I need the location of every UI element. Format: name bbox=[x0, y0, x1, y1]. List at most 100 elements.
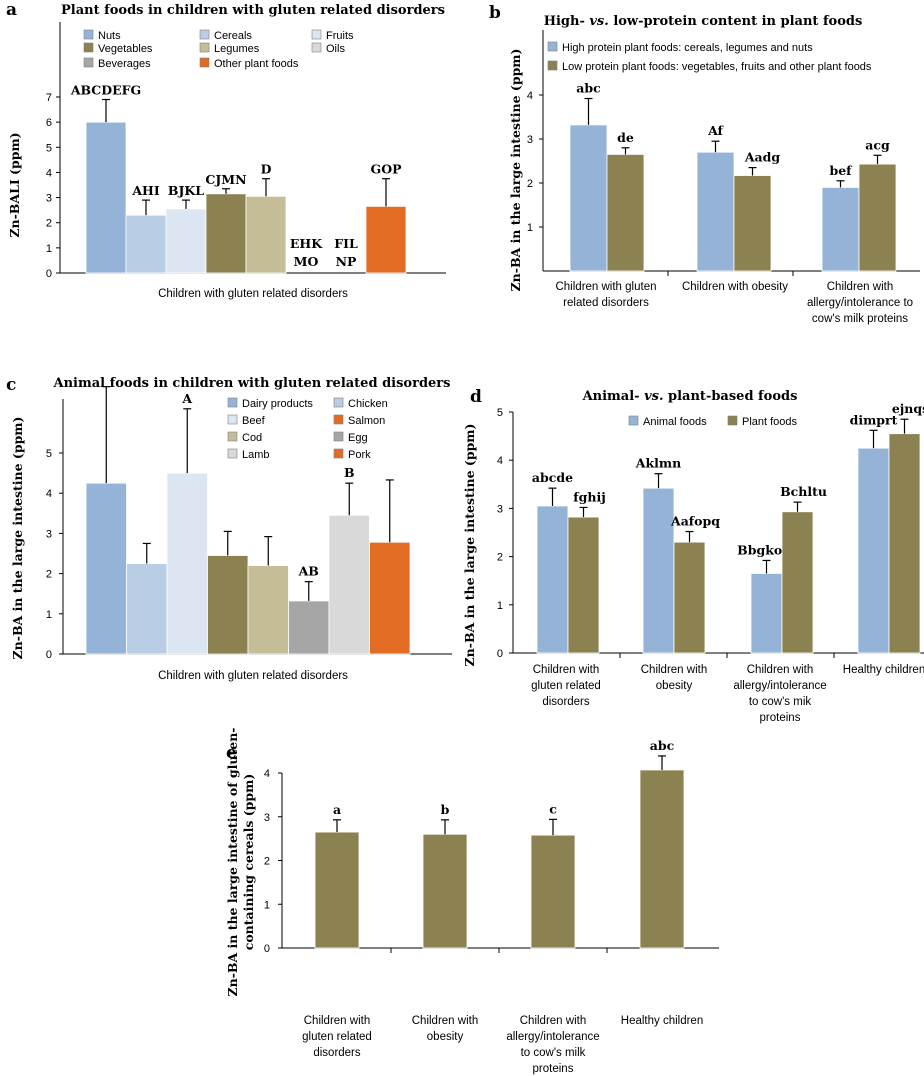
panel-d-y-label: Zn-BA in the large intestine (ppm) bbox=[462, 424, 477, 667]
panel-d-category-label: Children with bbox=[641, 664, 707, 676]
panel-e-category-label: to cow's milk bbox=[521, 1047, 586, 1059]
panel-c-chart: Animal foods in children with gluten rel… bbox=[10, 376, 452, 682]
panel-c-bar-cod bbox=[207, 555, 249, 655]
panel-a-y-tick-label: 5 bbox=[46, 142, 52, 154]
panel-c-legend-swatch bbox=[227, 397, 238, 408]
panel-e-significance-label: abc bbox=[650, 738, 675, 753]
panel-c-bar-pork bbox=[369, 541, 411, 655]
panel-c-y-tick-label: 0 bbox=[46, 649, 52, 661]
panel-e-y-tick-label: 2 bbox=[264, 856, 270, 868]
panel-c-legend-label: Salmon bbox=[348, 415, 385, 427]
panel-c-bar-dairy-products bbox=[85, 482, 127, 655]
panel-e-y-tick-label: 0 bbox=[264, 943, 270, 955]
panel-e-category-label: Children with bbox=[412, 1015, 478, 1027]
panel-a-y-tick-label: 3 bbox=[46, 193, 52, 205]
panel-d-y-tick-label: 1 bbox=[497, 600, 503, 612]
panel-a-y-tick-label: 1 bbox=[46, 243, 52, 255]
panel-c-bar-lamb bbox=[328, 514, 370, 655]
panel-c-legend-swatch bbox=[333, 397, 344, 408]
panel-a-y-tick-label: 6 bbox=[46, 117, 52, 129]
panel-a-significance-label: D bbox=[261, 162, 272, 177]
panel-a-title: Plant foods in children with gluten rela… bbox=[61, 3, 445, 18]
panel-a-legend-label: Nuts bbox=[98, 30, 121, 42]
panel-a-significance-label: BJKL bbox=[168, 183, 204, 198]
panel-a-legend-label: Oils bbox=[326, 43, 345, 55]
panel-c-y-label: Zn-BA in the large intestine (ppm) bbox=[10, 417, 25, 660]
panel-b-category-label: Children with obesity bbox=[682, 281, 788, 293]
panel-c-y-tick-label: 1 bbox=[46, 609, 52, 621]
panel-e-bar bbox=[314, 831, 360, 949]
panel-e-category-label: Healthy children bbox=[621, 1015, 703, 1027]
panel-b-chart: High- vs. low-protein content in plant f… bbox=[508, 14, 920, 325]
panel-a-legend-label: Beverages bbox=[98, 58, 151, 70]
panel-c-legend-swatch bbox=[333, 431, 344, 442]
panel-c-bar-chicken bbox=[126, 563, 168, 655]
panel-a-significance-label: CJMN bbox=[205, 172, 246, 187]
panel-b-y-label: Zn-BA in the large intestine (ppm) bbox=[508, 49, 523, 292]
panel-b-bar-low-protein bbox=[733, 175, 772, 272]
panel-a-legend-label: Other plant foods bbox=[214, 58, 299, 70]
panel-d-bar-animal-foods bbox=[857, 447, 890, 654]
panel-b-bar-low-protein bbox=[606, 153, 645, 272]
panel-e-y-tick-label: 1 bbox=[264, 899, 270, 911]
panel-d-category-label: Healthy children bbox=[843, 664, 924, 676]
panel-e-bar bbox=[422, 833, 468, 949]
panel-a-legend-swatch bbox=[199, 57, 210, 68]
panel-d-category-label: obesity bbox=[656, 680, 693, 692]
panel-d-significance-label: dimprt bbox=[850, 412, 898, 427]
panel-e-significance-label: b bbox=[441, 802, 450, 817]
panel-e-category-label: Children with bbox=[520, 1015, 586, 1027]
panel-a-significance-label: FIL bbox=[334, 236, 358, 251]
panel-e-significance-label: a bbox=[333, 802, 341, 817]
panel-c-y-tick-label: 4 bbox=[46, 488, 52, 500]
panel-a-significance-label: NP bbox=[336, 254, 357, 269]
panel-d-bar-animal-foods bbox=[750, 573, 783, 654]
panel-d-title: Animal- vs. plant-based foods bbox=[582, 389, 798, 404]
panel-c-significance-label: B bbox=[344, 465, 355, 480]
panel-a-significance-label: EHK bbox=[290, 236, 323, 251]
panel-d-bar-animal-foods bbox=[536, 505, 569, 654]
panel-c-legend-swatch bbox=[227, 448, 238, 459]
panel-b-y-tick-label: 3 bbox=[527, 134, 533, 146]
panel-e-chart: 0 1 2 3 4 Zn-BA in the large intestine of glu… bbox=[225, 727, 719, 1075]
panel-e-category-label: allergy/intolerance bbox=[506, 1031, 599, 1043]
panel-b-significance-label: bef bbox=[829, 163, 853, 178]
panel-b-significance-label: acg bbox=[865, 137, 890, 152]
panel-e-category-label: obesity bbox=[427, 1031, 464, 1043]
panel-d-bar-plant-foods bbox=[781, 511, 814, 654]
panel-a-significance-label: GOP bbox=[371, 162, 403, 177]
panel-d-bar-animal-foods bbox=[642, 487, 675, 654]
panel-d-category-label: disorders bbox=[542, 696, 590, 708]
panel-c-legend-label: Lamb bbox=[242, 449, 270, 461]
panel-d-y-tick-label: 5 bbox=[497, 407, 503, 419]
panel-d-category-label: Children with bbox=[747, 664, 813, 676]
panel-c-x-label: Children with gluten related disorders bbox=[158, 670, 348, 682]
panel-letter-b: b bbox=[489, 3, 501, 23]
panel-d-y-tick-label: 2 bbox=[497, 552, 503, 564]
panel-a-bar-legumes bbox=[245, 195, 287, 274]
panel-c-bar-egg bbox=[288, 600, 330, 655]
panel-letter-c: c bbox=[6, 375, 16, 395]
panel-b-category-label: Children with gluten bbox=[555, 281, 656, 293]
panel-c-legend-label: Cod bbox=[242, 432, 262, 444]
panel-a-legend-swatch bbox=[311, 29, 322, 40]
panel-b-legend-swatch bbox=[547, 41, 558, 52]
panel-c-y-tick-label: 2 bbox=[46, 569, 52, 581]
panel-d-y-tick-label: 3 bbox=[497, 503, 503, 515]
panel-letter-d: d bbox=[470, 387, 482, 407]
panel-c-significance-label: AB bbox=[298, 564, 319, 579]
panel-a-y-tick-label: 2 bbox=[46, 218, 52, 230]
panel-c-legend-label: Dairy products bbox=[242, 398, 313, 410]
panel-e-category-label: proteins bbox=[533, 1063, 574, 1075]
panel-c-y-tick-label: 5 bbox=[46, 448, 52, 460]
panel-e-category-label: gluten related bbox=[302, 1031, 372, 1043]
panel-a-legend-label: Legumes bbox=[214, 43, 260, 55]
panel-c-legend-label: Beef bbox=[242, 415, 266, 427]
panel-b-legend-label: High protein plant foods: cereals, legum… bbox=[562, 42, 813, 54]
panel-b-legend-swatch bbox=[547, 60, 558, 71]
panel-d-category-label: proteins bbox=[760, 712, 801, 724]
panel-e-y-tick-label: 3 bbox=[264, 812, 270, 824]
panel-a-bar-fruits bbox=[165, 208, 207, 274]
panel-d-legend-swatch bbox=[628, 415, 639, 426]
panel-e-bar bbox=[639, 769, 685, 949]
